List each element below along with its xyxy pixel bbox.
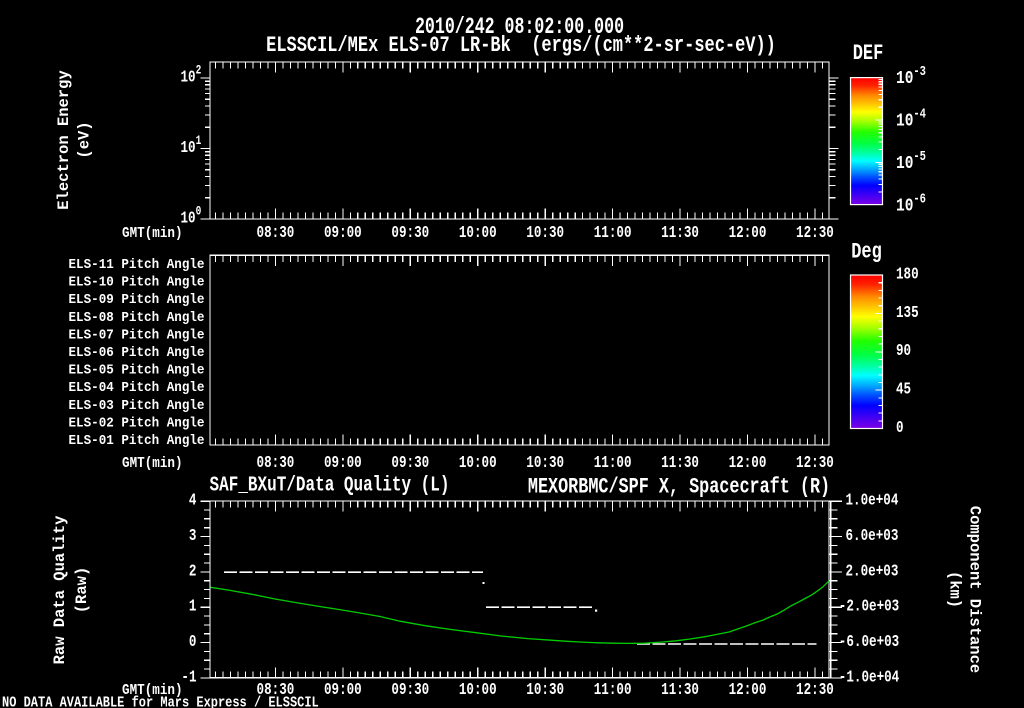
svg-text:-1.0e+04: -1.0e+04 [839, 669, 899, 687]
svg-text:6.0e+03: 6.0e+03 [846, 527, 899, 545]
svg-text:08:30: 08:30 [257, 225, 295, 243]
svg-text:MEXORBMC/SPF X, Spacecraft (R): MEXORBMC/SPF X, Spacecraft (R) [528, 475, 830, 500]
svg-text:10:30: 10:30 [526, 455, 564, 473]
svg-text:10:30: 10:30 [526, 681, 564, 699]
svg-text:11:00: 11:00 [594, 225, 632, 243]
svg-text:12:30: 12:30 [796, 225, 834, 243]
svg-text:11:30: 11:30 [661, 455, 699, 473]
svg-text:DEF: DEF [853, 41, 884, 66]
svg-text:3: 3 [189, 527, 197, 545]
svg-text:-6.0e+03: -6.0e+03 [839, 634, 899, 652]
svg-text:12:30: 12:30 [796, 455, 834, 473]
svg-text:90: 90 [896, 343, 911, 361]
svg-text:12:00: 12:00 [729, 225, 767, 243]
svg-text:08:30: 08:30 [257, 455, 295, 473]
svg-text:ELS-08 Pitch Angle: ELS-08 Pitch Angle [68, 309, 204, 325]
svg-text:ELS-05 Pitch Angle: ELS-05 Pitch Angle [68, 362, 204, 378]
svg-text:GMT(min): GMT(min) [122, 455, 182, 472]
svg-text:Raw Data Quality: Raw Data Quality [51, 516, 69, 665]
svg-text:10:00: 10:00 [459, 681, 497, 699]
svg-text:10:30: 10:30 [526, 225, 564, 243]
svg-text:11:00: 11:00 [594, 455, 632, 473]
svg-text:11:30: 11:30 [661, 225, 699, 243]
svg-text:10-3: 10-3 [896, 64, 926, 90]
svg-text:ELS-04 Pitch Angle: ELS-04 Pitch Angle [68, 380, 204, 396]
svg-text:4: 4 [189, 492, 197, 510]
svg-text:ELS-02 Pitch Angle: ELS-02 Pitch Angle [68, 415, 204, 431]
svg-text:(km): (km) [946, 571, 964, 608]
svg-text:GMT(min): GMT(min) [122, 225, 182, 242]
svg-text:(eV): (eV) [76, 121, 94, 158]
svg-text:1.0e+04: 1.0e+04 [846, 492, 899, 510]
svg-text:08:30: 08:30 [257, 681, 295, 699]
svg-text:09:00: 09:00 [324, 225, 362, 243]
svg-text:09:30: 09:30 [391, 225, 429, 243]
svg-text:GMT(min): GMT(min) [122, 682, 182, 699]
svg-text:09:30: 09:30 [391, 681, 429, 699]
svg-text:0: 0 [896, 419, 904, 437]
svg-text:10:00: 10:00 [459, 455, 497, 473]
svg-text:09:30: 09:30 [391, 455, 429, 473]
svg-text:0: 0 [189, 634, 197, 652]
svg-text:ELS-11 Pitch Angle: ELS-11 Pitch Angle [68, 256, 204, 272]
svg-text:12:00: 12:00 [729, 455, 767, 473]
svg-text:2: 2 [189, 563, 197, 581]
svg-text:09:00: 09:00 [324, 681, 362, 699]
svg-text:ELS-10 Pitch Angle: ELS-10 Pitch Angle [68, 274, 204, 290]
svg-text:11:00: 11:00 [594, 681, 632, 699]
svg-text:ELS-03 Pitch Angle: ELS-03 Pitch Angle [68, 397, 204, 413]
svg-text:12:30: 12:30 [796, 681, 834, 699]
svg-text:ELSSCIL/MEx ELS-07 LR-Bk (erg: ELSSCIL/MEx ELS-07 LR-Bk (ergs/(cm**2-sr… [266, 33, 776, 58]
svg-text:ELS-01 Pitch Angle: ELS-01 Pitch Angle [68, 432, 204, 448]
svg-text:11:30: 11:30 [661, 681, 699, 699]
svg-text:1: 1 [189, 598, 197, 616]
svg-text:ELS-09 Pitch Angle: ELS-09 Pitch Angle [68, 292, 204, 308]
svg-text:NO DATA AVAILABLE for Mars Exp: NO DATA AVAILABLE for Mars Express / ELS… [2, 694, 319, 708]
svg-text:-2.0e+03: -2.0e+03 [839, 598, 899, 616]
svg-text:ELS-07 Pitch Angle: ELS-07 Pitch Angle [68, 327, 204, 343]
svg-text:Component Distance: Component Distance [966, 506, 984, 673]
svg-text:2010/242 08:02:00.000: 2010/242 08:02:00.000 [415, 15, 624, 41]
svg-text:Electron Energy: Electron Energy [55, 70, 73, 210]
svg-text:12:00: 12:00 [729, 681, 767, 699]
svg-text:Deg: Deg [851, 240, 882, 265]
svg-text:2.0e+03: 2.0e+03 [846, 563, 899, 581]
svg-text:180: 180 [896, 266, 919, 284]
svg-text:45: 45 [896, 381, 911, 399]
svg-text:09:00: 09:00 [324, 455, 362, 473]
svg-text:(Raw): (Raw) [73, 567, 91, 614]
svg-text:-1: -1 [181, 669, 196, 687]
svg-text:135: 135 [896, 304, 919, 322]
svg-text:10:00: 10:00 [459, 225, 497, 243]
svg-text:SAF_BXuT/Data Quality (L): SAF_BXuT/Data Quality (L) [210, 474, 450, 498]
svg-text:ELS-06 Pitch Angle: ELS-06 Pitch Angle [68, 344, 204, 360]
